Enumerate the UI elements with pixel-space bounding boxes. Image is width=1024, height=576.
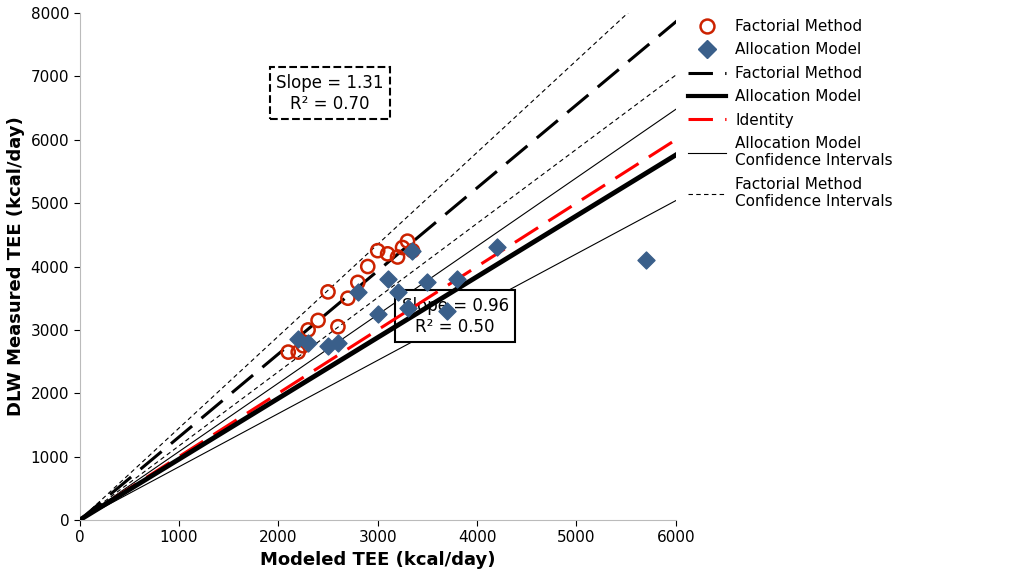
X-axis label: Modeled TEE (kcal/day): Modeled TEE (kcal/day) [260, 551, 496, 569]
Point [280, 347, 296, 357]
Legend: Factorial Method, Allocation Model, Factorial Method, Allocation Model, Identity: Factorial Method, Allocation Model, Fact… [682, 13, 899, 215]
Y-axis label: DLW Measured TEE (kcal/day): DLW Measured TEE (kcal/day) [7, 116, 25, 416]
Point [359, 262, 376, 271]
Point [449, 275, 465, 284]
Point [300, 338, 316, 347]
Point [330, 338, 346, 347]
Point [310, 316, 327, 325]
Point [638, 256, 654, 265]
Point [340, 294, 356, 303]
Point [370, 309, 386, 319]
Point [419, 278, 435, 287]
Point [319, 287, 336, 297]
Point [380, 249, 396, 259]
Point [389, 287, 406, 297]
Point [380, 275, 396, 284]
Point [404, 246, 421, 255]
Point [319, 341, 336, 350]
Point [389, 252, 406, 262]
Point [399, 303, 416, 312]
Point [290, 335, 306, 344]
Point [404, 246, 421, 255]
Point [394, 243, 411, 252]
Point [290, 347, 306, 357]
Point [370, 246, 386, 255]
Text: Slope = 0.96
R² = 0.50: Slope = 0.96 R² = 0.50 [401, 297, 509, 336]
Point [300, 325, 316, 335]
Point [349, 278, 366, 287]
Point [488, 243, 505, 252]
Point [439, 306, 456, 316]
Point [399, 237, 416, 246]
Text: Slope = 1.31
R² = 0.70: Slope = 1.31 R² = 0.70 [276, 74, 384, 112]
Point [330, 322, 346, 331]
Point [295, 341, 311, 350]
Point [349, 287, 366, 297]
